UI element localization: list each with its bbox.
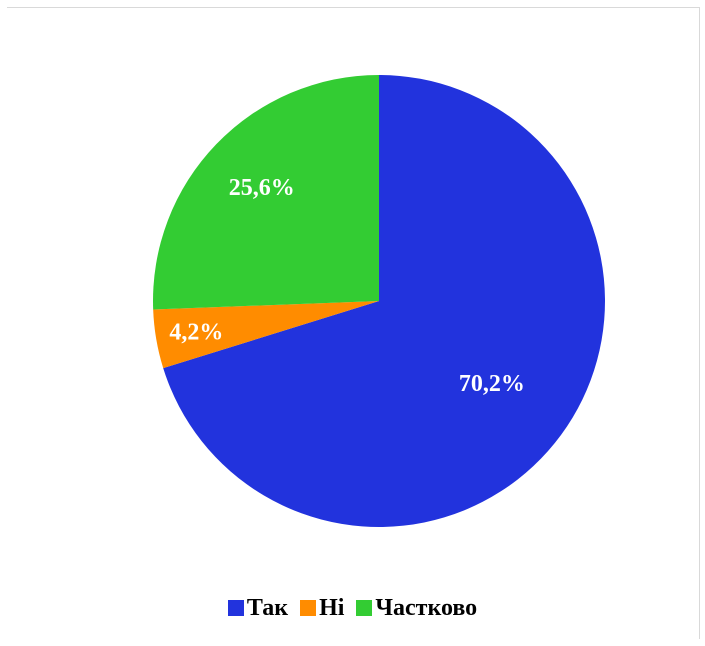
legend-label-ni: Ні: [319, 595, 345, 621]
legend: Так Ні Частково: [0, 596, 705, 620]
data-label-ni: 4,2%: [169, 319, 223, 345]
legend-item-chastkovo: Частково: [356, 596, 477, 620]
pie-slice-chastkovo: [153, 75, 379, 310]
pie-data-labels: 70,2% 4,2% 25,6%: [169, 175, 524, 397]
legend-item-ni: Ні: [300, 596, 344, 620]
data-label-tak: 70,2%: [459, 371, 525, 397]
legend-label-chastkovo: Частково: [375, 595, 478, 621]
legend-label-tak: Так: [246, 595, 289, 621]
pie-slice-ni: [153, 301, 379, 369]
pie-slices: [153, 75, 605, 528]
legend-swatch-chastkovo: [356, 600, 373, 616]
data-label-chastkovo: 25,6%: [229, 175, 295, 201]
pie-slice-tak: [163, 75, 605, 528]
legend-swatch-tak: [227, 600, 244, 616]
legend-swatch-ni: [300, 600, 317, 616]
legend-item-tak: Так: [227, 595, 289, 621]
